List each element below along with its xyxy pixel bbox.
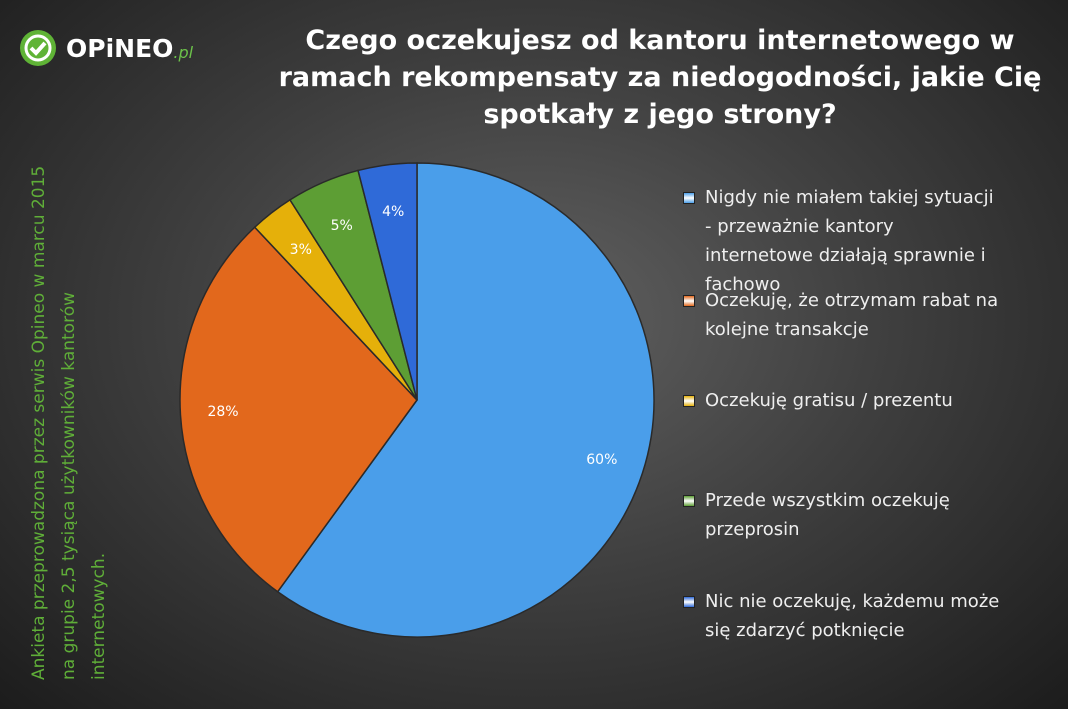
logo-name: OPiNEO	[66, 33, 174, 63]
legend-item: Nigdy nie miałem takiej sytuacji - przew…	[683, 183, 1003, 299]
logo: OPiNEO .pl	[18, 28, 193, 68]
legend-label: Nigdy nie miałem takiej sytuacji - przew…	[705, 187, 994, 295]
legend-label: Oczekuję, że otrzymam rabat na kolejne t…	[705, 290, 999, 340]
value-label: 60%	[586, 452, 617, 468]
side-note-line: internetowych.	[89, 552, 109, 680]
legend-label: Przede wszystkim oczekuję przeprosin	[705, 490, 950, 540]
legend-label: Nic nie oczekuję, każdemu może się zdarz…	[705, 591, 1000, 641]
legend-marker	[683, 192, 695, 204]
legend-item: Przede wszystkim oczekuję przeprosin	[683, 486, 1003, 544]
logo-icon	[20, 30, 56, 66]
value-label: 4%	[382, 204, 404, 220]
legend-marker	[683, 295, 695, 307]
value-label: 28%	[207, 404, 238, 420]
legend-item: Oczekuję, że otrzymam rabat na kolejne t…	[683, 286, 1003, 344]
side-note: Ankieta przeprowadzona przez serwis Opin…	[24, 120, 114, 680]
logo-suffix: .pl	[173, 42, 194, 62]
side-note-line: na grupie 2,5 tysiąca użytkowników kanto…	[59, 292, 79, 680]
legend-marker	[683, 495, 695, 507]
side-note-line: Ankieta przeprowadzona przez serwis Opin…	[29, 165, 49, 680]
legend-item: Oczekuję gratisu / prezentu	[683, 386, 1003, 415]
legend-label: Oczekuję gratisu / prezentu	[705, 390, 953, 411]
legend-marker	[683, 395, 695, 407]
pie-slice	[357, 162, 418, 401]
value-label: 3%	[290, 242, 312, 258]
legend-item: Nic nie oczekuję, każdemu może się zdarz…	[683, 587, 1003, 645]
pie-slice	[179, 226, 418, 593]
pie-slice	[276, 162, 655, 638]
legend-marker	[683, 596, 695, 608]
value-label: 5%	[331, 218, 353, 234]
chart-title: Czego oczekujesz od kantoru internetoweg…	[278, 25, 1042, 130]
